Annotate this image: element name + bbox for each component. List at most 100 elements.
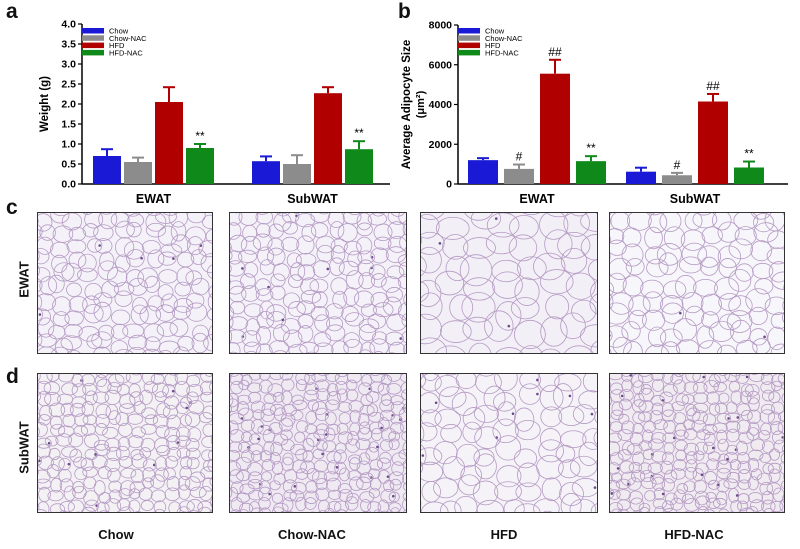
adipocyte-cell	[754, 278, 774, 295]
adipocyte-cell	[610, 389, 625, 403]
adipocyte-cell	[241, 449, 255, 463]
nucleus	[494, 217, 498, 220]
adipocyte-cell	[610, 236, 611, 243]
adipocyte-cell	[94, 443, 111, 456]
adipocyte-cell	[97, 465, 112, 480]
adipocyte-cell	[402, 472, 406, 485]
adipocyte-cell	[50, 415, 63, 430]
adipocyte-cell	[207, 458, 212, 473]
adipocyte-cell	[610, 421, 624, 432]
adipocyte-cell	[704, 471, 717, 485]
adipocyte-cell	[673, 412, 686, 425]
adipocyte-cell	[569, 498, 597, 512]
adipocyte-cell	[684, 510, 694, 512]
adipocyte-cell	[82, 213, 93, 215]
adipocyte-cell	[131, 374, 141, 376]
chart-b-legend-swatch	[458, 49, 480, 56]
adipocyte-cell	[187, 213, 206, 224]
adipocyte-cell	[154, 437, 170, 454]
adipocyte-cell	[330, 238, 348, 254]
chart-b-significance-mark: **	[586, 141, 596, 155]
adipocyte-cell	[462, 316, 493, 341]
adipocyte-cell	[610, 409, 624, 421]
adipocyte-cell	[729, 459, 742, 471]
adipocyte-cell	[346, 492, 360, 504]
adipocyte-cell	[388, 352, 396, 353]
adipocyte-cell	[58, 457, 72, 471]
adipocyte-cell	[243, 262, 259, 278]
adipocyte-cell	[651, 402, 664, 416]
nucleus	[326, 267, 330, 271]
adipocyte-cell	[514, 319, 546, 350]
adipocyte-cell	[171, 305, 191, 320]
adipocyte-cell	[230, 250, 233, 261]
adipocyte-cell	[748, 421, 760, 436]
adipocyte-cell	[106, 446, 122, 461]
adipocyte-cell	[140, 500, 154, 511]
nucleus	[98, 244, 102, 247]
nucleus	[185, 406, 189, 410]
adipocyte-cell	[335, 442, 347, 454]
nucleus	[172, 257, 175, 260]
adipocyte-cell	[642, 291, 664, 313]
adipocyte-cell	[291, 481, 307, 495]
adipocyte-cell	[460, 464, 482, 487]
adipocyte-cell	[712, 213, 732, 231]
adipocyte-cell	[230, 250, 243, 265]
adipocyte-cell	[38, 422, 48, 438]
adipocyte-cell	[283, 489, 297, 502]
adipocyte-cell	[421, 337, 448, 353]
adipocyte-cell	[258, 497, 271, 510]
adipocyte-cell	[230, 222, 242, 240]
adipocyte-cell	[58, 468, 72, 483]
adipocyte-cell	[38, 503, 40, 512]
adipocyte-cell	[646, 258, 669, 278]
adipocyte-cell	[455, 374, 477, 389]
adipocyte-cell	[718, 453, 730, 465]
adipocyte-cell	[251, 419, 264, 434]
adipocyte-cell	[782, 444, 784, 453]
adipocyte-cell	[158, 349, 172, 353]
adipocyte-cell	[348, 400, 364, 413]
adipocyte-cell	[539, 213, 569, 240]
adipocyte-cell	[681, 291, 704, 314]
adipocyte-cell	[38, 224, 43, 239]
adipocyte-cell	[674, 374, 685, 377]
adipocyte-cell	[326, 316, 344, 332]
adipocyte-cell	[365, 390, 380, 403]
chart-b-legend-swatch	[458, 28, 480, 34]
adipocyte-cell	[155, 424, 170, 438]
adipocyte-cell	[186, 391, 199, 404]
adipocyte-cell	[748, 374, 765, 382]
adipocyte-cell	[706, 497, 721, 509]
adipocyte-cell	[675, 274, 697, 299]
adipocyte-cell	[343, 240, 362, 256]
chart-a-legend-swatch	[82, 35, 104, 41]
adipocyte-cell	[38, 294, 43, 311]
adipocyte-cell	[269, 374, 284, 381]
adipocyte-cell	[582, 374, 597, 393]
adipocyte-cell	[380, 393, 392, 406]
adipocyte-cell	[210, 498, 212, 508]
adipocyte-cell	[230, 509, 241, 512]
adipocyte-cell	[388, 471, 405, 486]
adipocyte-cell	[38, 317, 55, 338]
chart-a-y-tick-label: 0.5	[61, 159, 76, 171]
adipocyte-cell	[632, 510, 643, 512]
adipocyte-cell	[389, 478, 402, 491]
adipocyte-cell	[185, 270, 203, 286]
adipocyte-cell	[38, 308, 51, 326]
adipocyte-cell	[728, 238, 753, 260]
adipocyte-cell	[268, 340, 289, 353]
adipocyte-cell	[150, 474, 165, 489]
adipocyte-cell	[780, 452, 784, 464]
adipocyte-cell	[156, 444, 171, 457]
adipocyte-cell	[127, 213, 145, 228]
adipocyte-cell	[492, 418, 519, 444]
adipocyte-cell	[272, 323, 290, 343]
adipocyte-cell	[115, 254, 131, 273]
adipocyte-cell	[66, 282, 82, 297]
adipocyte-cell	[173, 298, 194, 313]
adipocyte-cell	[156, 402, 171, 418]
adipocyte-cell	[540, 348, 561, 353]
